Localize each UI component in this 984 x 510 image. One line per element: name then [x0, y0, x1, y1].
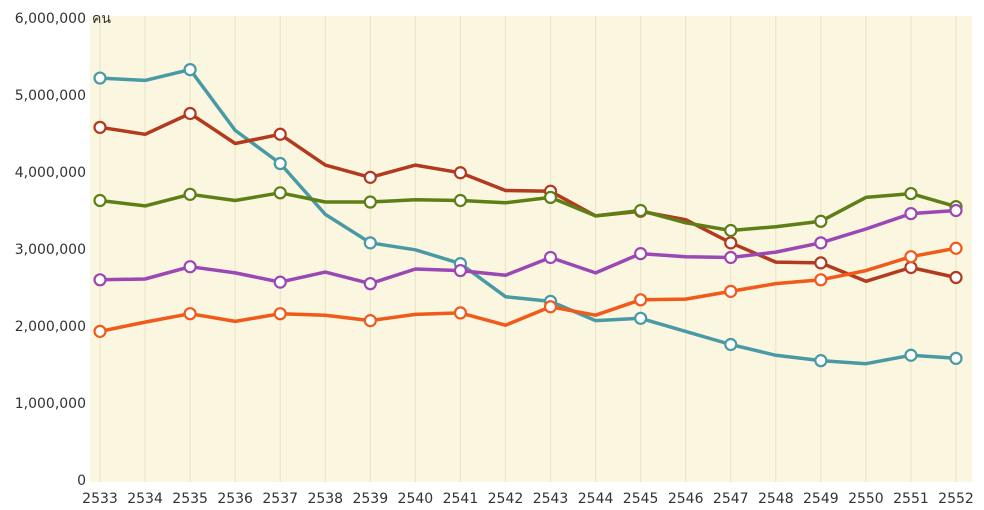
data-point-4-2537: [273, 275, 287, 289]
series-line-3: [98, 191, 958, 233]
data-point-1-2545: [634, 311, 648, 325]
y-tick-label: 4,000,000: [15, 165, 86, 181]
data-point-1-2533: [93, 71, 107, 85]
x-tick-label-2549: 2549: [803, 491, 839, 507]
x-tick-label-2537: 2537: [262, 491, 298, 507]
data-point-2-2539: [363, 170, 377, 184]
data-point-2-2541: [453, 166, 468, 180]
data-point-4-2547: [724, 250, 738, 265]
data-point-2-2552: [949, 270, 963, 285]
data-point-1-2549: [814, 354, 828, 368]
x-tick-label-2538: 2538: [307, 491, 343, 507]
data-point-1-2547: [724, 337, 738, 352]
data-point-4-2543: [543, 250, 558, 265]
y-tick-label: 6,000,000: [15, 11, 86, 27]
x-tick-label-2545: 2545: [623, 491, 659, 507]
data-point-1-2535: [183, 62, 197, 77]
data-point-5-2541: [453, 306, 468, 320]
data-point-4-2545: [634, 247, 648, 261]
data-point-4-2539: [363, 277, 377, 291]
series-line-2: [98, 111, 958, 284]
data-point-2-2551: [904, 260, 918, 275]
data-point-3-2545: [634, 203, 648, 218]
x-tick-label-2547: 2547: [713, 491, 749, 507]
series-group: [93, 62, 963, 368]
x-tick-label-2546: 2546: [668, 491, 704, 507]
x-tick-label-2535: 2535: [172, 491, 208, 507]
x-tick-label-2541: 2541: [443, 491, 479, 507]
data-point-2-2537: [273, 127, 287, 141]
data-point-5-2547: [724, 284, 738, 298]
y-tick-label: 1,000,000: [15, 396, 86, 412]
data-point-5-2552: [949, 241, 963, 255]
data-point-1-2539: [363, 236, 377, 250]
data-point-2-2535: [183, 106, 197, 121]
data-point-5-2539: [363, 314, 377, 328]
data-point-3-2533: [93, 193, 107, 208]
y-unit-label: คน: [92, 11, 111, 27]
data-point-1-2551: [904, 348, 918, 362]
x-tick-label-2539: 2539: [352, 491, 388, 507]
x-tick-label-2550: 2550: [848, 491, 884, 507]
data-point-4-2541: [453, 263, 468, 278]
data-point-2-2549: [814, 256, 828, 270]
series-line-1: [98, 67, 958, 366]
data-point-3-2539: [363, 195, 377, 209]
x-tick-label-2548: 2548: [758, 491, 794, 507]
data-point-4-2533: [93, 273, 107, 287]
data-point-1-2552: [949, 351, 963, 365]
data-point-3-2551: [904, 186, 918, 201]
x-tick-label-2534: 2534: [127, 491, 163, 507]
data-point-1-2537: [273, 156, 287, 171]
data-point-5-2543: [543, 300, 558, 314]
data-point-3-2541: [453, 193, 468, 208]
x-tick-label-2536: 2536: [217, 491, 253, 507]
x-tick-label-2542: 2542: [488, 491, 524, 507]
x-tick-label-2544: 2544: [578, 491, 614, 507]
data-point-4-2535: [183, 260, 197, 274]
data-point-5-2537: [273, 307, 287, 321]
data-point-5-2545: [634, 293, 648, 307]
data-point-3-2549: [814, 214, 828, 228]
data-point-5-2535: [183, 307, 197, 321]
data-point-2-2533: [93, 120, 107, 134]
data-point-5-2533: [93, 324, 107, 338]
data-point-5-2549: [814, 273, 828, 287]
x-tick-label-2552: 2552: [938, 491, 974, 507]
data-point-3-2547: [724, 223, 738, 238]
data-point-2-2547: [724, 236, 738, 250]
x-tick-label-2540: 2540: [398, 491, 434, 507]
y-tick-label: 2,000,000: [15, 319, 86, 335]
data-point-4-2551: [904, 206, 918, 221]
x-axis-ticks: 2533 2534 2535 2536 2537 2538 2539 2540 2541 2542…: [82, 491, 974, 507]
data-point-3-2543: [543, 190, 558, 205]
series-4: [93, 203, 963, 291]
y-axis-ticks: 0 1,000,000 2,000,000 3,000,000 4,000,000 5,0…: [15, 11, 86, 489]
y-tick-label: 0: [77, 473, 86, 489]
y-tick-label: 3,000,000: [15, 242, 86, 258]
series-line-4: [98, 208, 958, 286]
series-5: [93, 241, 963, 338]
data-point-5-2551: [904, 250, 918, 264]
data-point-4-2549: [814, 236, 828, 250]
data-point-3-2537: [273, 186, 287, 200]
data-point-4-2552: [949, 203, 963, 218]
data-point-3-2535: [183, 187, 197, 201]
x-tick-label-2551: 2551: [893, 491, 929, 507]
plot-background: [90, 16, 972, 482]
series-line-5: [98, 246, 958, 334]
x-tick-label-2533: 2533: [82, 491, 118, 507]
x-tick-label-2543: 2543: [533, 491, 569, 507]
y-tick-label: 5,000,000: [15, 88, 86, 104]
